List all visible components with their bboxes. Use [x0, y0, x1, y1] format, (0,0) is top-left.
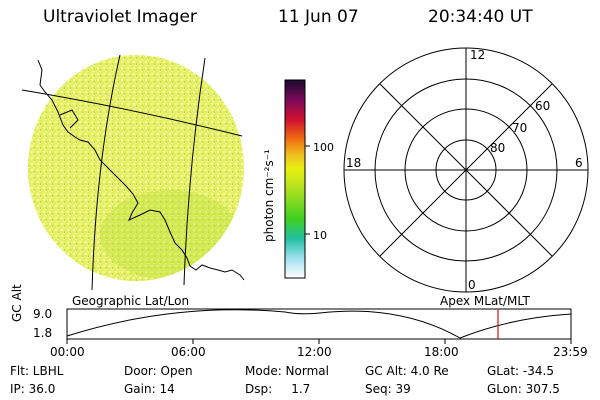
- mlat-label-70: 70: [512, 121, 527, 135]
- info-gain: Gain: 14: [124, 382, 175, 396]
- mlt-label-18: 18: [346, 156, 361, 170]
- orbit-xtick-label: 18:00: [424, 345, 459, 359]
- orbit-ylabel: GC Alt: [10, 284, 24, 322]
- orbit-ytick-label: 9.0: [33, 307, 53, 321]
- colorbar-tick-label: 10: [313, 229, 327, 242]
- geographic-label: Geographic Lat/Lon: [72, 294, 190, 308]
- info-ip: IP: 36.0: [10, 382, 56, 396]
- altitude-curve: [66, 309, 572, 339]
- colorbar-tick-label: 100: [313, 141, 334, 154]
- longitude-line: [183, 57, 206, 286]
- latitude-line: [21, 89, 243, 137]
- orbit-xtick-label: 23:59: [553, 345, 588, 359]
- apex-label: Apex MLat/MLT: [440, 294, 530, 308]
- uv-image-disc: [28, 55, 244, 281]
- mlt-label-0: 0: [468, 278, 476, 292]
- orbit-xtick-label: 12:00: [297, 345, 332, 359]
- orbit-xtick-label: 06:00: [171, 345, 206, 359]
- info-glat: GLat: -34.5: [487, 364, 554, 378]
- info-flt: Flt: LBHL: [10, 364, 64, 378]
- mlt-label-12: 12: [470, 48, 485, 62]
- orbit-xtick-label: 00:00: [50, 345, 85, 359]
- info-door: Door: Open: [124, 364, 193, 378]
- orbit-ytick-label: 1.8: [33, 326, 53, 340]
- info-dsp: Dsp: 1.7: [245, 382, 311, 396]
- date-label: 11 Jun 07: [278, 7, 359, 27]
- info-gc-alt: GC Alt: 4.0 Re: [365, 364, 449, 378]
- app-title: Ultraviolet Imager: [43, 7, 197, 27]
- coastline: [37, 59, 245, 281]
- mlat-label-80: 80: [490, 141, 505, 155]
- time-label: 20:34:40 UT: [428, 7, 533, 27]
- info-glon: GLon: 307.5: [487, 382, 560, 396]
- mlt-label-6: 6: [575, 156, 583, 170]
- info-seq: Seq: 39: [365, 382, 411, 396]
- polar-diagonal: [379, 83, 553, 257]
- colorbar-gradient: [284, 79, 306, 279]
- colorbar: 100 10: [284, 79, 334, 279]
- mlat-label-60: 60: [535, 99, 550, 113]
- longitude-line: [91, 54, 121, 291]
- info-mode: Mode: Normal: [245, 364, 329, 378]
